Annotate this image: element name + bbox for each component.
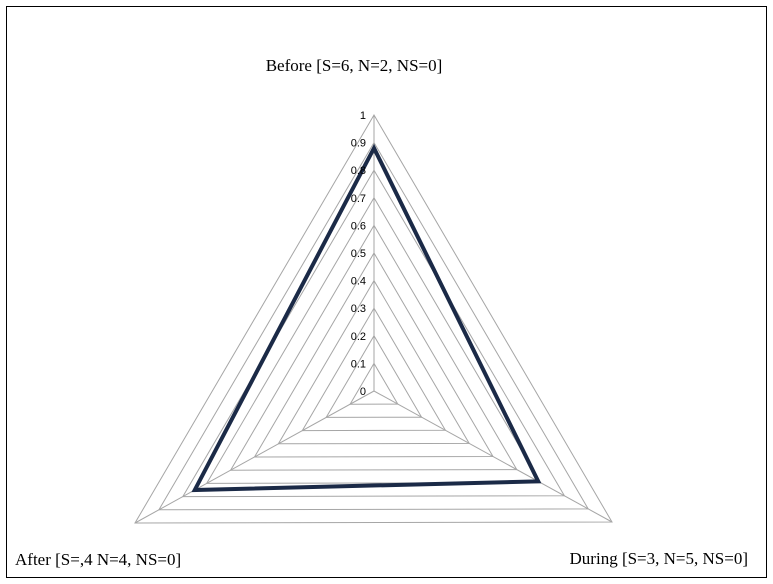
tick-label-2: 0.2: [351, 331, 366, 343]
radar-tick-labels: 0 0.1 0.2 0.3 0.4 0.5 0.6 0.7 0.8 0.9 1: [351, 110, 366, 398]
axis-label-during: During [S=3, N=5, NS=0]: [570, 549, 748, 568]
tick-label-4: 0.4: [351, 276, 366, 288]
tick-label-7: 0.7: [351, 193, 366, 205]
tick-label-8: 0.8: [351, 165, 366, 177]
axis-spoke-2: [134, 390, 375, 524]
radar-series-group: [191, 143, 542, 493]
grid-ring-10: [134, 114, 613, 524]
grid-ring-6: [229, 224, 518, 471]
grid-ring-7: [205, 196, 542, 484]
grid-ring-4: [277, 279, 471, 445]
tick-label-0: 0: [360, 386, 366, 398]
tick-label-3: 0.3: [351, 303, 366, 315]
axis-spoke-1: [373, 390, 613, 523]
axis-label-before: Before [S=6, N=2, NS=0]: [266, 56, 443, 75]
series-polygon-0: [191, 143, 542, 493]
radar-chart: 0 0.1 0.2 0.3 0.4 0.5 0.6 0.7 0.8 0.9 1 Before [S=…: [15, 56, 748, 569]
tick-label-5: 0.5: [351, 248, 366, 260]
tick-label-10: 1: [360, 110, 366, 122]
axis-label-after: After [S=,4 N=4, NS=0]: [15, 550, 181, 569]
radar-spokes: [134, 115, 613, 524]
tick-label-9: 0.9: [351, 138, 366, 150]
grid-ring-5: [253, 252, 494, 458]
grid-ring-9: [158, 141, 590, 511]
radar-grid: [134, 114, 613, 524]
tick-label-6: 0.6: [351, 220, 366, 232]
grid-ring-1: [349, 362, 399, 405]
grid-ring-2: [325, 334, 423, 418]
grid-ring-3: [301, 307, 447, 432]
chart-frame: 0 0.1 0.2 0.3 0.4 0.5 0.6 0.7 0.8 0.9 1 Before [S=…: [6, 6, 767, 578]
tick-label-1: 0.1: [351, 358, 366, 370]
